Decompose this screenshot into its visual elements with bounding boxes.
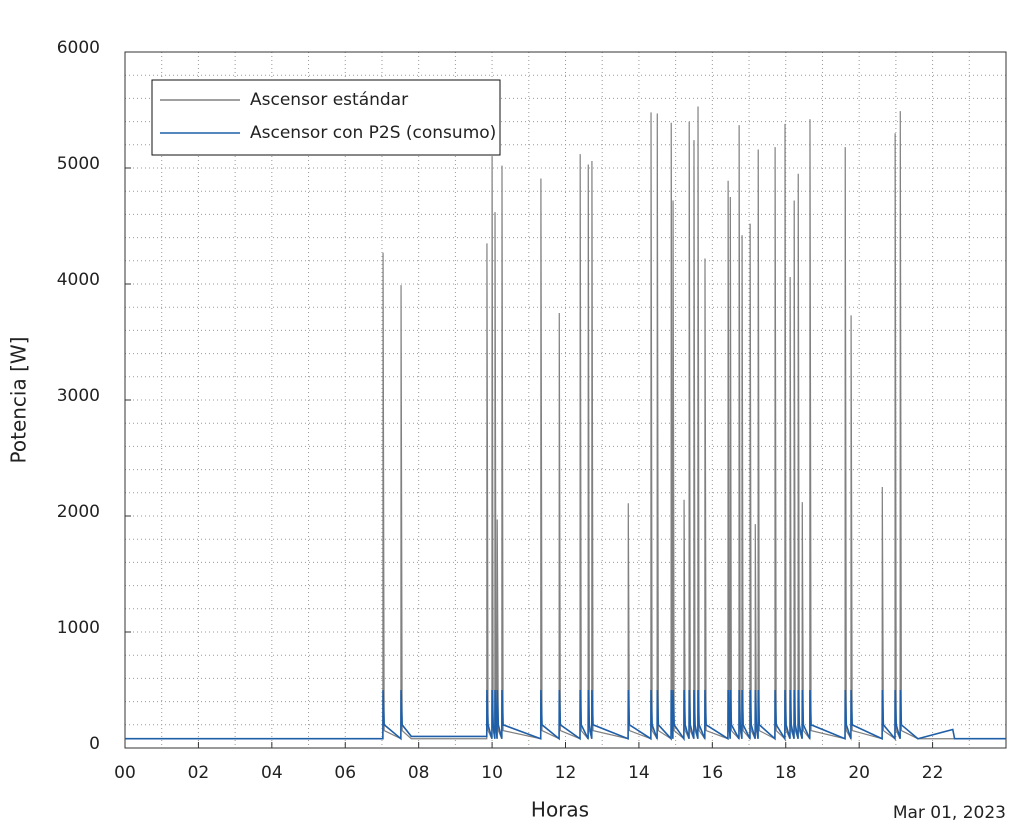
- x-tick-label: 06: [334, 763, 356, 783]
- plot-frame: [124, 51, 1007, 749]
- data-line: [125, 106, 1006, 741]
- x-tick-label: 12: [555, 763, 577, 783]
- x-axis-label: Horas: [531, 798, 589, 822]
- legend-label: Ascensor estándar: [250, 90, 408, 110]
- x-tick-label: 02: [188, 763, 210, 783]
- x-tick-label: 22: [922, 763, 944, 783]
- y-tick-label: 5000: [57, 154, 100, 174]
- legend-box: [151, 79, 501, 156]
- y-tick-label: 3000: [57, 386, 100, 406]
- legend-label: Ascensor con P2S (consumo): [250, 123, 496, 143]
- y-tick-label: 1000: [57, 618, 100, 638]
- x-tick-label: 20: [848, 763, 870, 783]
- x-tick-label: 04: [261, 763, 283, 783]
- x-tick-label: 14: [628, 763, 650, 783]
- x-tick-label: 16: [702, 763, 724, 783]
- y-tick-label: 4000: [57, 270, 100, 290]
- x-tick-label: 18: [775, 763, 797, 783]
- y-tick-label: 0: [89, 734, 100, 754]
- x-tick-label: 10: [481, 763, 503, 783]
- x-tick-label: 00: [114, 763, 136, 783]
- data-line: [125, 689, 1006, 742]
- date-annotation: Mar 01, 2023: [893, 803, 1006, 823]
- y-tick-label: 2000: [57, 502, 100, 522]
- y-tick-label: 6000: [57, 38, 100, 58]
- x-tick-label: 08: [408, 763, 430, 783]
- y-axis-label: Potencia [W]: [7, 337, 31, 464]
